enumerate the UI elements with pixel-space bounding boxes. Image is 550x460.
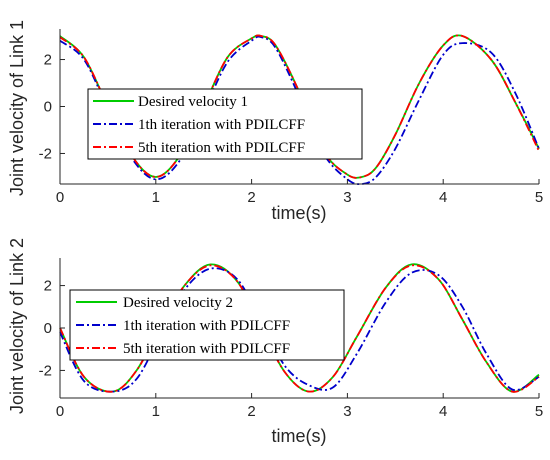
legend-label-1th-iteration: 1th iteration with PDILCFF [123,318,290,334]
y-tick-label: 2 [44,52,52,69]
x-tick-label: 0 [56,403,64,420]
legend-label-5th-iteration: 5th iteration with PDILCFF [138,140,305,156]
x-tick-label: 1 [152,189,160,206]
legend-label-5th-iteration: 5th iteration with PDILCFF [123,341,290,357]
series-line-2 [59,267,540,393]
x-tick-label: 1 [152,403,160,420]
y-tick-label: 0 [44,320,52,337]
x-tick-label: 2 [247,189,255,206]
legend-label-desired: Desired velocity 2 [123,295,233,311]
x-tick-label: 5 [535,189,543,206]
y-tick-label: -2 [39,362,52,379]
y-axis-label: Joint velocity of Link 1 [7,20,27,196]
y-axis-label: Joint velocity of Link 2 [7,238,27,414]
series-line-2 [59,35,540,186]
y-tick-label: 2 [44,278,52,295]
x-tick-label: 2 [247,403,255,420]
legend: Desired velocity 2 1th iteration with PD… [69,289,345,361]
x-tick-label: 4 [439,189,447,206]
legend-label-1th-iteration: 1th iteration with PDILCFF [138,117,305,133]
y-tick-label: -2 [39,145,52,162]
subplot-link-2: 0 1 2 3 4 5 2 0 -2 time(s) Joint velocity of Lin… [7,238,543,446]
x-axis-label: time(s) [272,203,327,223]
x-tick-label: 5 [535,403,543,420]
x-tick-label: 3 [343,189,351,206]
x-tick-label: 3 [343,403,351,420]
x-tick-label: 4 [439,403,447,420]
x-axis-label: time(s) [272,426,327,446]
x-tick-label: 0 [56,189,64,206]
legend: Desired velocity 1 1th iteration with PD… [87,88,363,160]
subplot-link-1: 0 1 2 3 4 5 2 0 -2 time(s) Joint velocity of Lin… [7,20,543,223]
y-tick-label: 0 [44,99,52,116]
series-line-3 [59,264,540,393]
legend-label-desired: Desired velocity 1 [138,94,248,110]
